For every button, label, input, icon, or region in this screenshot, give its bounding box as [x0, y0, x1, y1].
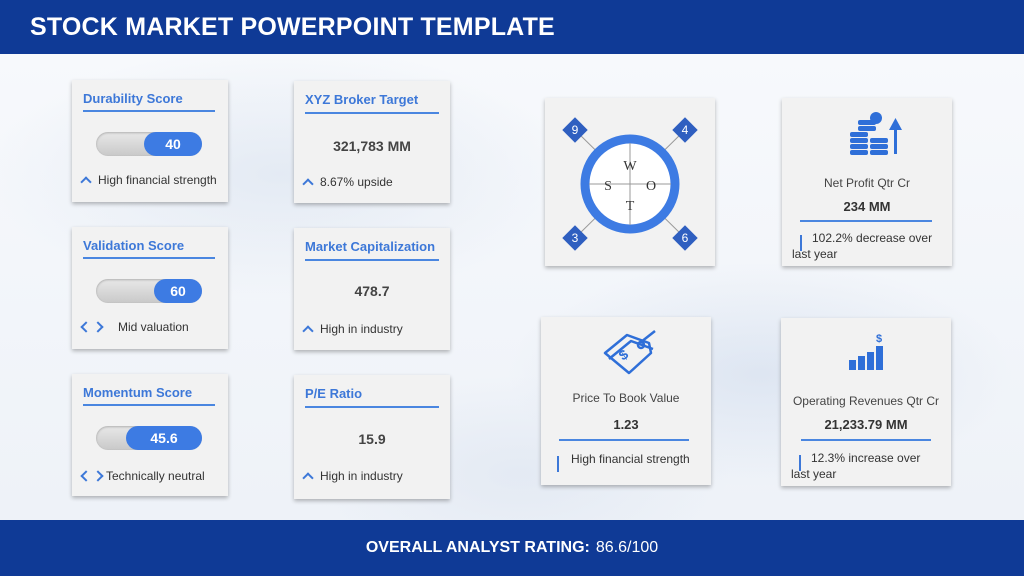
card-title: Market Capitalization: [305, 239, 436, 254]
validation-score-card: Validation Score 60 Mid valuation: [72, 227, 228, 349]
operating-revenues-note-line1: 12.3% increase over: [811, 451, 921, 465]
swot-letter-s: S: [604, 179, 612, 194]
price-tag-icon: $: [603, 330, 656, 375]
title-divider: [83, 110, 215, 112]
pe-ratio-card: P/E Ratio 15.9 High in industry: [294, 375, 450, 499]
metric-note-text: High in industry: [320, 469, 403, 483]
swot-letter-t: T: [626, 199, 635, 214]
metric-value: 321,783 MM: [333, 138, 411, 154]
net-profit-label: Net Profit Qtr Cr: [823, 176, 910, 190]
chevrons-left-right-icon: [80, 470, 104, 482]
operating-revenues-value: 21,233.79 MM: [824, 417, 908, 432]
score-note-text: Mid valuation: [118, 320, 189, 334]
swot-letter-w: W: [623, 159, 637, 174]
swot-corner-bottom-right: 6: [682, 231, 689, 245]
card-title: Momentum Score: [83, 385, 193, 400]
operating-revenues-label: Operating Revenues Qtr Cr: [792, 394, 940, 408]
net-profit-card: Net Profit Qtr Cr 234 MM 102.2% decrease…: [782, 98, 952, 266]
overall-rating-value: 86.6/100: [595, 539, 659, 556]
swot-diagram: 9 4 3 6 W S O T: [562, 117, 698, 251]
swot-corner-top-left: 9: [572, 123, 579, 137]
chevron-down-icon: [557, 455, 559, 472]
score-slider: 45.6: [96, 426, 202, 450]
price-to-book-label: Price To Book Value: [572, 391, 680, 405]
footer-bar: OVERALL ANALYST RATING: 86.6/100: [0, 520, 1024, 576]
header-bar: STOCK MARKET POWERPOINT TEMPLATE: [0, 0, 1024, 54]
score-value: 60: [170, 283, 186, 299]
chevron-up-icon: [80, 174, 92, 188]
chevrons-left-right-icon: [80, 321, 104, 333]
metric-note-text: High in industry: [320, 322, 403, 336]
title-divider: [83, 257, 215, 259]
price-to-book-note-text: High financial strength: [571, 452, 690, 466]
net-profit-note: 102.2% decrease over last year: [792, 230, 933, 262]
score-note: Mid valuation: [80, 320, 189, 334]
operating-revenues-card: $ Operating Revenues Qtr Cr 21,233.79 MM…: [781, 318, 951, 486]
revenue-chart-icon: $: [849, 333, 883, 370]
momentum-score-card: Momentum Score 45.6 Technically neutral: [72, 374, 228, 496]
card-title: Validation Score: [83, 238, 185, 253]
score-note: Technically neutral: [80, 469, 205, 483]
stat-divider: [559, 439, 689, 441]
score-note-text: Technically neutral: [106, 469, 205, 483]
coins-growth-icon: [850, 112, 902, 155]
metric-value: 478.7: [354, 283, 390, 299]
market-cap-card: Market Capitalization 478.7 High in indu…: [294, 228, 450, 350]
durability-score-card: Durability Score 40 High financial stren…: [72, 80, 228, 202]
card-title: P/E Ratio: [305, 386, 363, 401]
operating-revenues-note-line2: last year: [791, 467, 837, 481]
swot-corner-bottom-left: 3: [572, 231, 579, 245]
net-profit-note-line1: 102.2% decrease over: [812, 231, 933, 245]
metric-note: High in industry: [302, 469, 403, 484]
score-note: High financial strength: [80, 173, 217, 188]
stat-divider: [800, 220, 932, 222]
swot-letter-o: O: [646, 179, 656, 194]
score-value: 40: [165, 136, 181, 152]
overall-rating-label: OVERALL ANALYST RATING:: [365, 539, 590, 556]
score-value: 45.6: [150, 430, 178, 446]
swot-card: 9 4 3 6 W S O T: [545, 98, 715, 266]
price-to-book-note: High financial strength: [555, 451, 690, 472]
metric-note-text: 8.67% upside: [320, 175, 393, 189]
stat-divider: [801, 439, 931, 441]
score-slider-fill: 60: [154, 279, 202, 303]
svg-text:$: $: [616, 346, 632, 364]
score-slider-fill: 45.6: [126, 426, 202, 450]
chevron-up-icon: [302, 470, 314, 484]
operating-revenues-note: 12.3% increase over last year: [791, 450, 921, 482]
title-divider: [305, 259, 439, 261]
chevron-up-icon: [302, 323, 314, 337]
title-divider: [305, 406, 439, 408]
page-title: STOCK MARKET POWERPOINT TEMPLATE: [30, 12, 555, 41]
card-title: Durability Score: [83, 91, 183, 106]
chevron-up-icon: [302, 176, 314, 190]
metric-note: 8.67% upside: [302, 175, 393, 190]
svg-text:$: $: [876, 333, 882, 345]
card-title: XYZ Broker Target: [305, 92, 419, 107]
net-profit-value: 234 MM: [843, 199, 891, 214]
net-profit-note-line2: last year: [792, 247, 838, 261]
swot-corner-top-right: 4: [682, 123, 689, 137]
score-slider-fill: 40: [144, 132, 202, 156]
price-to-book-card: $ Price To Book Value 1.23 High financia…: [541, 317, 711, 485]
title-divider: [305, 112, 439, 114]
metric-note: High in industry: [302, 322, 403, 337]
title-divider: [83, 404, 215, 406]
broker-target-card: XYZ Broker Target 321,783 MM 8.67% upsid…: [294, 81, 450, 203]
score-slider: 40: [96, 132, 202, 156]
price-to-book-value: 1.23: [613, 417, 639, 432]
score-note-text: High financial strength: [98, 173, 217, 187]
score-slider: 60: [96, 279, 202, 303]
metric-value: 15.9: [358, 431, 386, 447]
